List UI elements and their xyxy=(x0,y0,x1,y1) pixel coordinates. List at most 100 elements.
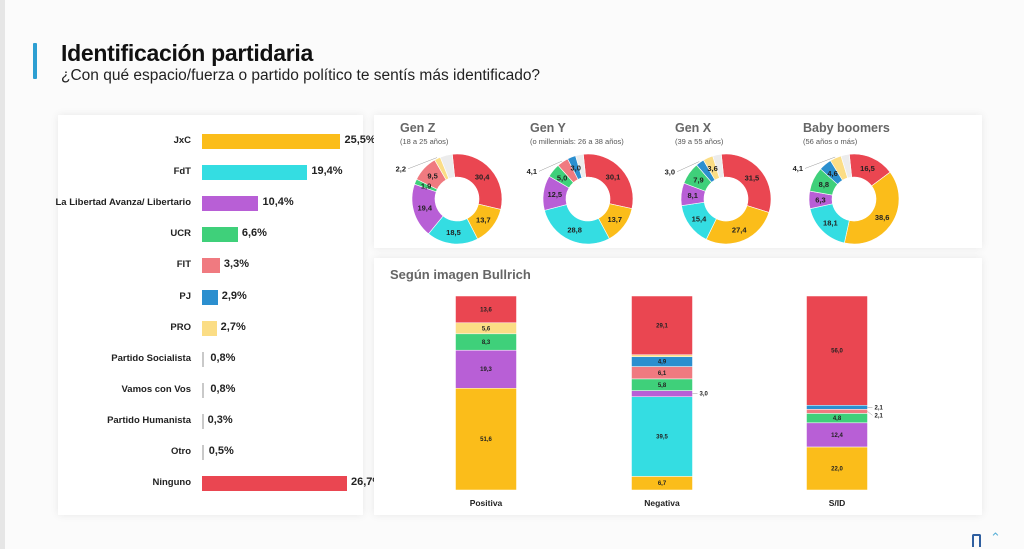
stack-segment-label: 4,8 xyxy=(833,416,842,422)
bar-fdt xyxy=(202,165,308,181)
bar-ninguno xyxy=(202,476,347,492)
donut-slice-label: 27,4 xyxy=(732,225,747,234)
donut-subtitle: (56 años o más) xyxy=(803,137,858,146)
bar-category-label: PJ xyxy=(179,290,191,302)
donut-title: Gen Z xyxy=(400,121,436,135)
donut-slice-label: 13,7 xyxy=(476,215,491,224)
donut-leader-line xyxy=(676,161,700,172)
brand-logo-mark-icon: ⌃ xyxy=(990,530,1001,545)
stack-segment-lla xyxy=(455,349,517,389)
bar-otro xyxy=(202,445,204,460)
bar-value-label: 3,3% xyxy=(223,258,249,271)
bar-value-label: 0,3% xyxy=(207,413,233,426)
stack-leader-line xyxy=(867,411,873,416)
bar-category-label: La Libertad Avanza/ Libertario xyxy=(55,197,192,209)
bar-value-label: 2,9% xyxy=(221,289,247,302)
stack-segment-label: 13,6 xyxy=(480,307,492,313)
stack-segment-pj xyxy=(806,405,868,410)
donut-slice-fdt xyxy=(544,204,610,245)
bar-row: PJ 2,9% xyxy=(58,288,363,308)
donut-slice-label: 8,1 xyxy=(687,191,697,200)
bar-row: FdT 19,4% xyxy=(58,163,363,183)
bar-row: Ninguno 26,7% xyxy=(58,474,382,494)
stack-segment-ninguno xyxy=(806,295,868,406)
donut-slice-label: 3,0 xyxy=(665,167,675,176)
stack-segment-ninguno xyxy=(455,295,517,324)
stack-category-label: S/ID xyxy=(828,498,846,508)
stack-segment-lla xyxy=(806,422,868,448)
bar-value-label: 25,5% xyxy=(344,134,376,146)
bar-row: Otro 0,5% xyxy=(58,443,363,463)
bar-value-label: 19,4% xyxy=(311,165,343,178)
donut-slice-other xyxy=(712,153,725,179)
bar-pj xyxy=(202,289,218,305)
stack-segment-jxc xyxy=(455,388,517,491)
stack-segment-label: 22,0 xyxy=(831,467,843,473)
brand-logo-icon xyxy=(972,534,981,547)
donut-slice-label: 15,4 xyxy=(692,214,707,223)
title-accent-bar xyxy=(33,43,37,79)
donut-slice-jxc xyxy=(844,171,900,245)
donut-slice-ninguno xyxy=(451,153,503,210)
donut-slice-label: 3,0 xyxy=(571,163,581,172)
donut-slice-label: 28,8 xyxy=(567,225,582,234)
donut-slice-other xyxy=(840,153,853,179)
stack-segment-label: 2,1 xyxy=(875,413,884,419)
donut-chart: 31,5 27,4 15,4 8,1 7,9 3,0 3,6 xyxy=(665,153,772,245)
bar-row: UCR 6,6% xyxy=(58,225,363,245)
donut-slice-label: 19,4 xyxy=(417,204,432,213)
stack-segment-pro xyxy=(631,354,693,358)
bar-value-label: 6,6% xyxy=(241,227,267,240)
bar-ucr xyxy=(202,227,238,243)
donut-subtitle: (39 a 55 años) xyxy=(675,137,724,146)
donut-slice-label: 9,5 xyxy=(427,172,437,181)
bar-category-label: Vamos con Vos xyxy=(121,383,191,395)
donut-slice-ninguno xyxy=(720,153,772,213)
stack-segment-jxc xyxy=(631,476,693,491)
donut-slice-label: 7,9 xyxy=(693,175,703,184)
bar-category-label: FdT xyxy=(173,166,191,178)
donut-slice-other xyxy=(575,153,587,179)
stack-segment-label: 51,6 xyxy=(480,437,492,443)
donut-title: Gen Y xyxy=(530,121,566,135)
stack-segment-jxc xyxy=(806,446,868,491)
bar-value-label: 0,5% xyxy=(208,445,234,457)
bar-vamos-con-vos xyxy=(202,382,204,398)
donut-leader-line xyxy=(804,156,836,169)
bar-value-label: 2,7% xyxy=(220,320,246,333)
stack-segment-label: 19,3 xyxy=(480,367,492,373)
donut-slice-label: 6,3 xyxy=(815,195,825,204)
stack-segment-label: 8,3 xyxy=(482,340,491,346)
donut-slice-label: 18,5 xyxy=(446,228,461,237)
stack-segment-label: 5,6 xyxy=(482,326,491,332)
donut-slice-label: 16,5 xyxy=(860,164,875,173)
left-edge xyxy=(0,0,5,549)
bar-row: JxC 25,5% xyxy=(58,132,376,152)
bar-row: Partido Humanista 0,3% xyxy=(58,412,363,432)
donut-slice-ninguno xyxy=(582,153,634,209)
donut-chart: 30,4 13,7 18,5 19,4 1,99,5 2,2 xyxy=(396,153,503,245)
bullrich-image-stacked-chart: Según imagen Bullrich 13,6 5,6 8,3 19,3 51,6… xyxy=(374,258,982,515)
stack-segment-label: 5,8 xyxy=(658,383,667,389)
donut-slice-label: 38,6 xyxy=(875,213,890,222)
stack-segment-label: 12,4 xyxy=(831,433,843,439)
stack-category-label: Negativa xyxy=(644,498,680,508)
stack-segment-label: 29,1 xyxy=(656,323,668,329)
bar-partido-socialista xyxy=(202,351,204,367)
bar-row: Vamos con Vos 0,8% xyxy=(58,381,363,401)
bar-fit xyxy=(202,258,220,274)
donut-slice-label: 3,6 xyxy=(707,164,717,173)
bar-row: La Libertad Avanza/ Libertario 10,4% xyxy=(55,194,363,214)
donut-leader-line xyxy=(538,160,563,172)
stack-segment-ninguno xyxy=(631,295,693,355)
donut-slice-label: 4,1 xyxy=(793,164,803,173)
stack-segment-label: 2,1 xyxy=(875,405,884,411)
donut-title: Baby boomers xyxy=(803,121,890,135)
bar-category-label: JxC xyxy=(173,135,191,146)
donut-slice-label: 8,8 xyxy=(819,180,829,189)
donut-slice-label: 31,5 xyxy=(745,173,760,182)
donut-slice-other xyxy=(439,153,456,179)
donut-slice-label: 13,7 xyxy=(607,215,622,224)
donut-slice-label: 30,4 xyxy=(475,172,490,181)
bar-pro xyxy=(202,320,217,336)
